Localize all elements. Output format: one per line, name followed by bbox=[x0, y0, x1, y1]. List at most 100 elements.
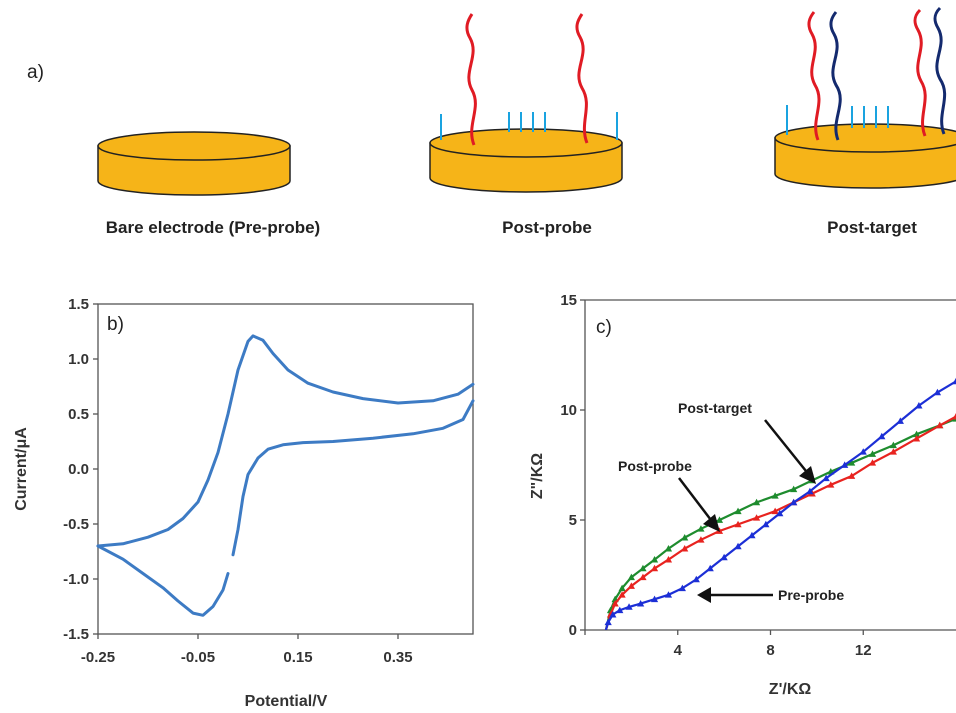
nyquist-y-axis-label: Z"/KΩ bbox=[529, 453, 546, 499]
nyquist-point-post-probe bbox=[771, 507, 779, 515]
nyquist-point-pre-probe bbox=[762, 520, 770, 528]
cv-x-ticks: -0.25 -0.05 0.15 0.35 bbox=[81, 634, 413, 666]
nyquist-x-axis-label: Z'/KΩ bbox=[769, 681, 812, 698]
annotation-post-target: Post-target bbox=[678, 400, 752, 416]
nyquist-point-post-target bbox=[627, 573, 635, 581]
nyquist-point-post-probe bbox=[639, 573, 647, 581]
nyquist-point-pre-probe bbox=[720, 553, 728, 561]
nyquist-x-ticks: 4 8 12 bbox=[584, 630, 872, 659]
nyquist-point-post-probe bbox=[952, 413, 956, 420]
cv-trace-forward bbox=[96, 334, 475, 548]
cv-trace-reverse bbox=[96, 544, 230, 617]
nyquist-point-post-probe bbox=[936, 421, 944, 429]
nyquist-y-tick-label: 0 bbox=[569, 622, 577, 639]
caption-post-target: Post-target bbox=[827, 218, 917, 237]
nyquist-point-post-probe bbox=[627, 582, 635, 589]
nyquist-point-post-probe bbox=[650, 564, 659, 572]
nyquist-point-pre-probe bbox=[748, 531, 756, 539]
nyquist-y-tick-label: 5 bbox=[569, 512, 577, 529]
cv-y-tick-label: 0.0 bbox=[68, 461, 89, 478]
probe-strands bbox=[465, 13, 589, 146]
nyquist-point-post-target bbox=[618, 584, 626, 592]
nyquist-point-post-probe bbox=[664, 556, 673, 563]
nyquist-series bbox=[604, 377, 956, 630]
nyquist-point-pre-probe bbox=[609, 611, 617, 618]
electrode-post-target bbox=[774, 6, 956, 189]
nyquist-point-pre-probe bbox=[637, 600, 645, 607]
nyquist-point-pre-probe bbox=[952, 377, 956, 385]
nyquist-point-post-probe bbox=[827, 481, 835, 488]
nyquist-point-post-probe bbox=[697, 536, 705, 543]
nyquist-y-ticks: 15 10 5 0 bbox=[560, 292, 585, 639]
nyquist-point-post-target bbox=[681, 534, 689, 541]
nyquist-point-post-target bbox=[734, 507, 742, 515]
nyquist-y-tick-label: 10 bbox=[560, 402, 577, 419]
nyquist-x-tick-label: 12 bbox=[855, 642, 872, 659]
cv-y-axis-label: Current/μA bbox=[13, 427, 30, 511]
nyquist-point-post-probe bbox=[848, 472, 856, 479]
cv-series bbox=[96, 334, 475, 617]
cv-plot-frame bbox=[97, 303, 474, 635]
annotation-pre-probe: Pre-probe bbox=[778, 587, 844, 603]
nyquist-point-pre-probe bbox=[706, 564, 714, 572]
nyquist-x-tick-label: 8 bbox=[766, 642, 774, 659]
nyquist-point-post-probe bbox=[681, 545, 689, 552]
nyquist-x-tick-label: 4 bbox=[674, 642, 683, 659]
arrow-post-target-head bbox=[799, 466, 816, 484]
nyquist-point-pre-probe bbox=[841, 461, 849, 468]
cv-trace-reverse bbox=[231, 399, 475, 557]
cv-x-axis-label: Potential/V bbox=[245, 693, 328, 710]
nyquist-point-pre-probe bbox=[915, 402, 923, 409]
nyquist-point-pre-probe bbox=[664, 591, 673, 598]
cv-y-tick-label: -1.0 bbox=[63, 571, 89, 588]
annotation-post-probe: Post-probe bbox=[618, 458, 692, 474]
cv-y-ticks: 1.5 1.0 0.5 0.0 -0.5 -1.0 -1.5 bbox=[63, 296, 98, 643]
probe-strands-target bbox=[807, 8, 927, 141]
cv-x-tick-label: 0.35 bbox=[383, 649, 412, 666]
nyquist-point-pre-probe bbox=[859, 448, 867, 455]
blocking-layer-lines bbox=[440, 112, 618, 140]
arrow-post-probe-head bbox=[703, 514, 720, 532]
blocking-layer-lines-target bbox=[786, 105, 889, 135]
electrode-bare bbox=[97, 131, 291, 196]
nyquist-point-pre-probe bbox=[650, 595, 659, 603]
cv-y-tick-label: -1.5 bbox=[63, 626, 89, 643]
nyquist-y-tick-label: 15 bbox=[560, 292, 577, 309]
nyquist-point-post-target bbox=[771, 492, 779, 499]
nyquist-point-pre-probe bbox=[604, 618, 612, 626]
nyquist-point-post-target bbox=[790, 485, 798, 493]
nyquist-point-post-target bbox=[848, 459, 856, 466]
nyquist-point-pre-probe bbox=[734, 542, 742, 550]
nyquist-point-pre-probe bbox=[678, 584, 686, 592]
nyquist-chart: c) 15 10 5 0 4 8 12 Post-target Post-probe Pr… bbox=[529, 292, 956, 698]
cv-panel-label: b) bbox=[107, 314, 124, 335]
nyquist-point-pre-probe bbox=[896, 417, 904, 424]
nyquist-point-pre-probe bbox=[933, 388, 942, 396]
cv-x-tick-label: -0.25 bbox=[81, 649, 115, 666]
nyquist-point-post-probe bbox=[912, 435, 921, 442]
nyquist-point-post-target bbox=[697, 525, 705, 532]
nyquist-point-pre-probe bbox=[822, 474, 830, 482]
nyquist-point-post-probe bbox=[868, 459, 877, 466]
cv-y-tick-label: 0.5 bbox=[68, 406, 89, 423]
caption-bare-electrode: Bare electrode (Pre-probe) bbox=[106, 218, 320, 237]
target-strands bbox=[829, 6, 947, 141]
nyquist-point-pre-probe bbox=[878, 432, 886, 440]
nyquist-point-post-target bbox=[650, 556, 659, 563]
caption-post-probe: Post-probe bbox=[502, 218, 592, 237]
electrode-post-probe bbox=[429, 13, 623, 193]
cv-y-tick-label: -0.5 bbox=[63, 516, 89, 533]
nyquist-point-pre-probe bbox=[625, 603, 633, 610]
nyquist-point-post-target bbox=[752, 498, 761, 506]
cv-y-tick-label: 1.0 bbox=[68, 351, 89, 368]
nyquist-point-pre-probe bbox=[776, 509, 784, 517]
nyquist-point-post-probe bbox=[889, 448, 897, 455]
nyquist-point-post-target bbox=[868, 450, 877, 457]
cv-chart: b) 1.5 1.0 0.5 0.0 -0.5 -1.0 -1.5 -0.25 -0.05 0.… bbox=[13, 296, 475, 710]
nyquist-point-post-target bbox=[912, 430, 921, 438]
nyquist-point-post-probe bbox=[611, 600, 619, 607]
nyquist-point-pre-probe bbox=[616, 606, 624, 614]
panel-a: a) bbox=[27, 6, 956, 237]
cv-y-tick-label: 1.5 bbox=[68, 296, 89, 313]
